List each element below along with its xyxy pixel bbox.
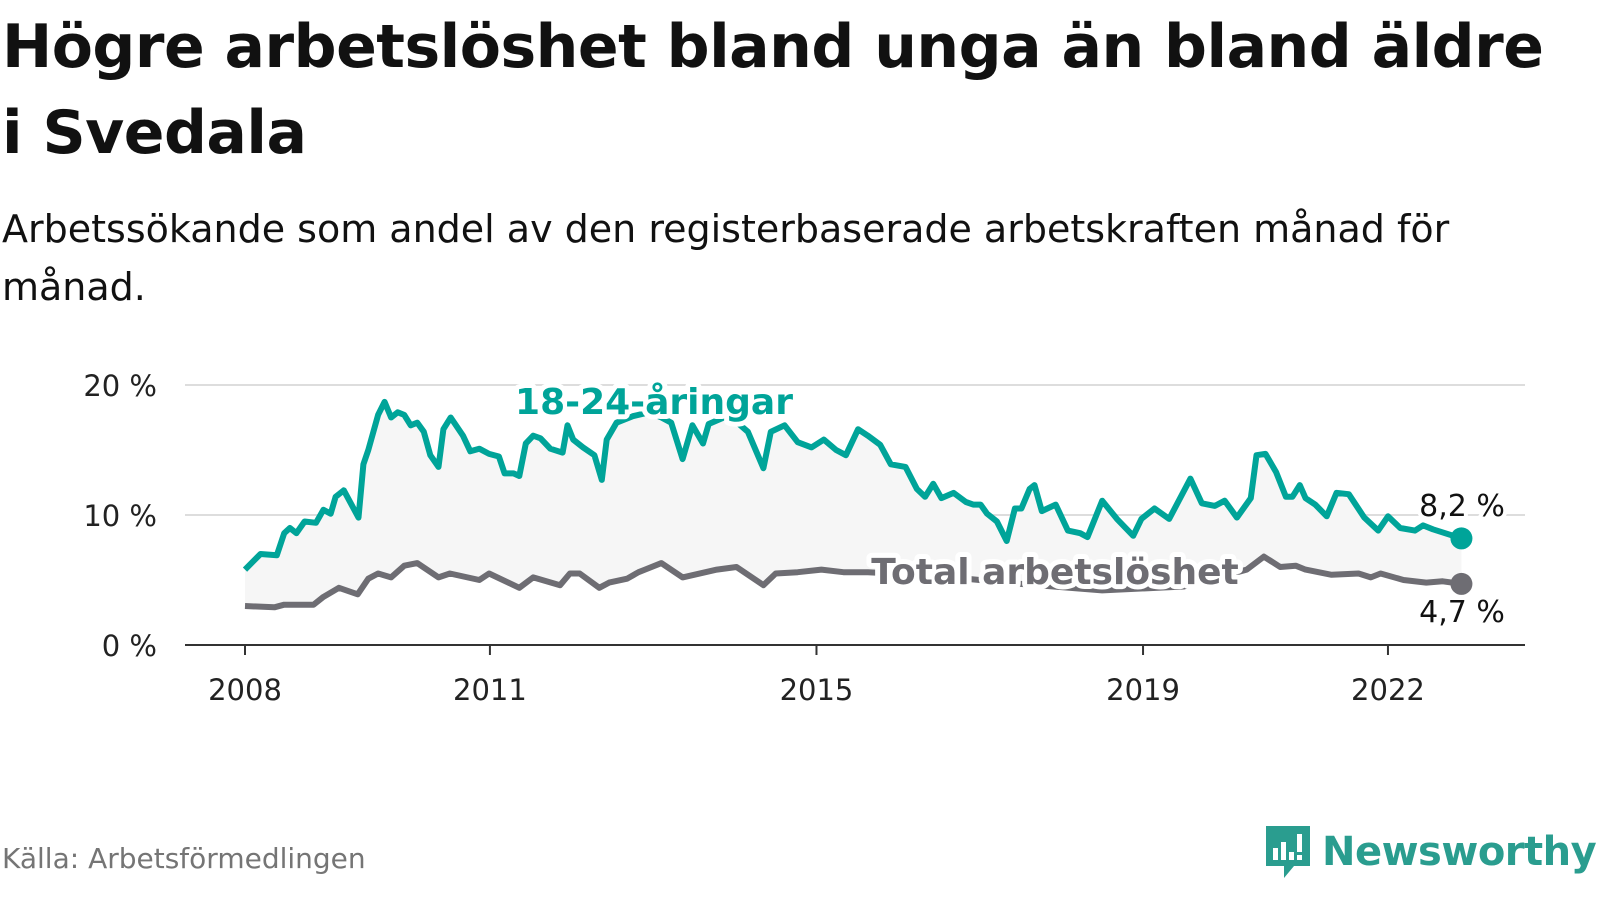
end-label-total: 4,7 % (1419, 595, 1505, 630)
y-tick-label: 20 % (83, 369, 157, 403)
series-line-youth (242, 398, 1463, 572)
series-label-total: Total arbetslöshet (871, 552, 1239, 593)
x-tick-label: 2008 (208, 673, 282, 707)
brand-name: Newsworthy (1322, 829, 1597, 875)
newsworthy-logo-icon (1266, 826, 1310, 878)
source-note: Källa: Arbetsförmedlingen (2, 842, 366, 875)
x-tick-label: 2015 (780, 673, 854, 707)
x-tick-label: 2022 (1351, 673, 1425, 707)
range-area (245, 401, 1462, 608)
end-dot-youth (1450, 527, 1473, 550)
x-tick-label: 2019 (1106, 673, 1180, 707)
y-tick-label: 10 % (83, 499, 157, 533)
end-label-youth: 8,2 % (1419, 489, 1505, 524)
newsworthy-logo: Newsworthy (1264, 824, 1597, 880)
y-tick-label: 0 % (102, 629, 157, 663)
chart-title: Högre arbetslöshet bland unga än bland ä… (2, 12, 1544, 168)
x-tick-label: 2011 (453, 673, 527, 707)
end-dot-total (1450, 572, 1473, 595)
series-label-youth: 18-24-åringar (515, 382, 793, 423)
series-line-total (244, 553, 1462, 611)
chart-subtitle: Arbetssökande som andel av den registerb… (2, 207, 1450, 309)
